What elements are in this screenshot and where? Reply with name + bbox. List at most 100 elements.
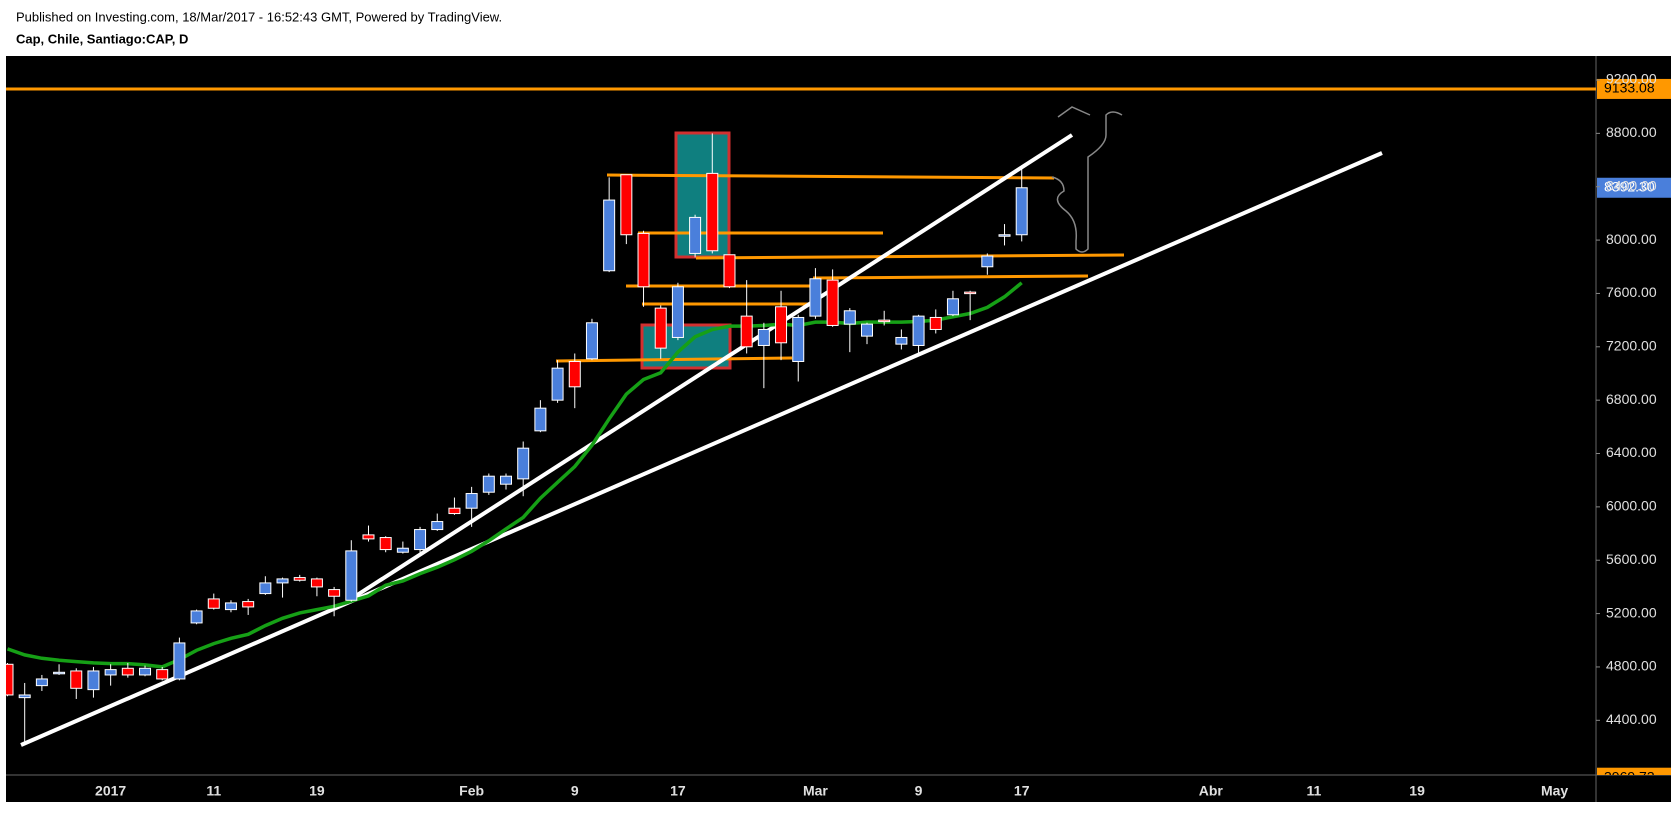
candle-body xyxy=(139,667,152,676)
candle-body xyxy=(414,529,427,551)
y-tick-label: 5600.00 xyxy=(1606,551,1657,567)
candle-body xyxy=(998,234,1011,237)
chart-background xyxy=(6,56,1671,802)
candle-body xyxy=(345,550,358,601)
y-tick-label: 6000.00 xyxy=(1606,498,1657,514)
x-tick-label: 17 xyxy=(670,783,686,799)
candle-body xyxy=(207,598,220,609)
candle-body xyxy=(809,278,822,317)
candle-body xyxy=(293,577,306,581)
candle-body xyxy=(121,667,134,676)
candle-body xyxy=(87,670,100,691)
candle-body xyxy=(585,322,598,360)
candle-body xyxy=(53,671,66,675)
x-tick-label: 9 xyxy=(571,783,579,799)
candle-body xyxy=(104,669,117,676)
candle-body xyxy=(929,316,942,330)
candle-body xyxy=(620,174,633,236)
candle-body xyxy=(912,315,925,346)
candle-body xyxy=(242,601,255,608)
candle-body xyxy=(843,310,856,325)
candle-body xyxy=(946,298,959,316)
candle-body xyxy=(18,694,31,699)
x-tick-label: 19 xyxy=(1409,783,1425,799)
x-tick-label: Abr xyxy=(1199,783,1224,799)
candle-body xyxy=(826,279,839,326)
candle-body xyxy=(740,315,753,348)
published-note: Published on Investing.com, 18/Mar/2017 … xyxy=(16,9,502,24)
candle-body xyxy=(70,670,83,689)
x-tick-label: 17 xyxy=(1014,783,1030,799)
candle-body xyxy=(156,669,169,680)
candle-body xyxy=(1015,187,1028,236)
candle-body xyxy=(379,537,392,551)
candle-body xyxy=(568,360,581,388)
candle-body xyxy=(878,319,891,323)
candle-body xyxy=(6,663,14,696)
candle-body xyxy=(964,291,977,295)
symbol-title: Cap, Chile, Santiago:CAP, D xyxy=(16,31,188,46)
candle-body xyxy=(396,547,409,553)
y-tick-label: 6800.00 xyxy=(1606,391,1657,407)
candle-body xyxy=(757,328,770,346)
candle-body xyxy=(328,589,341,597)
support-line xyxy=(812,274,1089,280)
x-tick-label: 11 xyxy=(206,783,221,799)
candle-body xyxy=(35,678,48,687)
candle-body xyxy=(500,475,513,485)
y-tick-label: 4800.00 xyxy=(1606,658,1657,674)
price-tag xyxy=(1597,177,1671,198)
price-tag-label: 3969.73 xyxy=(1604,768,1655,784)
candle-body xyxy=(861,323,873,337)
candle-body xyxy=(259,582,272,595)
candle-body xyxy=(671,286,684,338)
candle-body xyxy=(517,447,530,480)
y-tick-label: 8000.00 xyxy=(1606,231,1657,247)
x-tick-label: Mar xyxy=(803,783,828,799)
x-tick-label: 9 xyxy=(915,783,923,799)
candle-body xyxy=(551,367,564,401)
y-tick-label: 7600.00 xyxy=(1606,284,1657,300)
candle-body xyxy=(465,493,478,509)
candle-body xyxy=(775,306,788,344)
support-line xyxy=(606,173,1055,180)
y-tick-label: 6400.00 xyxy=(1606,444,1657,460)
y-tick-label: 8800.00 xyxy=(1606,124,1657,140)
candle-body xyxy=(310,578,323,588)
x-tick-label: 19 xyxy=(309,783,325,799)
x-tick-label: 11 xyxy=(1307,783,1322,799)
price-tags: 9133.08 8392.30 3969.73 xyxy=(1597,78,1671,784)
candle-body xyxy=(654,307,667,349)
price-tag xyxy=(1597,78,1671,99)
candle-body xyxy=(723,254,736,288)
candle-body xyxy=(637,232,650,288)
y-tick-label: 5200.00 xyxy=(1606,604,1657,620)
y-tick-label: 9200.00 xyxy=(1606,71,1657,87)
candle-body xyxy=(482,475,495,493)
candle-body xyxy=(981,255,994,268)
candle-body xyxy=(224,602,237,611)
candle-body xyxy=(895,336,908,345)
price-tag xyxy=(1597,767,1671,775)
candle-body xyxy=(276,578,289,584)
x-tick-label: May xyxy=(1541,783,1568,799)
highlight-box xyxy=(674,131,731,259)
candle-body xyxy=(792,316,805,362)
candle-body xyxy=(603,199,616,272)
candle-body xyxy=(689,216,702,254)
candle-body xyxy=(173,642,186,680)
candle-body xyxy=(431,521,444,531)
candle-body xyxy=(362,534,375,540)
candle-body xyxy=(534,407,547,432)
price-tag-label: 9133.08 xyxy=(1604,80,1655,96)
x-tick-label: 2017 xyxy=(95,783,126,799)
trend-line xyxy=(20,151,1383,747)
y-tick-label: 8400.00 xyxy=(1606,177,1657,193)
y-tick-label: 4400.00 xyxy=(1606,711,1657,727)
candle-body xyxy=(706,172,719,252)
x-tick-label: Feb xyxy=(459,783,484,799)
plot-area xyxy=(6,87,1596,747)
y-tick-label: 7200.00 xyxy=(1606,338,1657,354)
